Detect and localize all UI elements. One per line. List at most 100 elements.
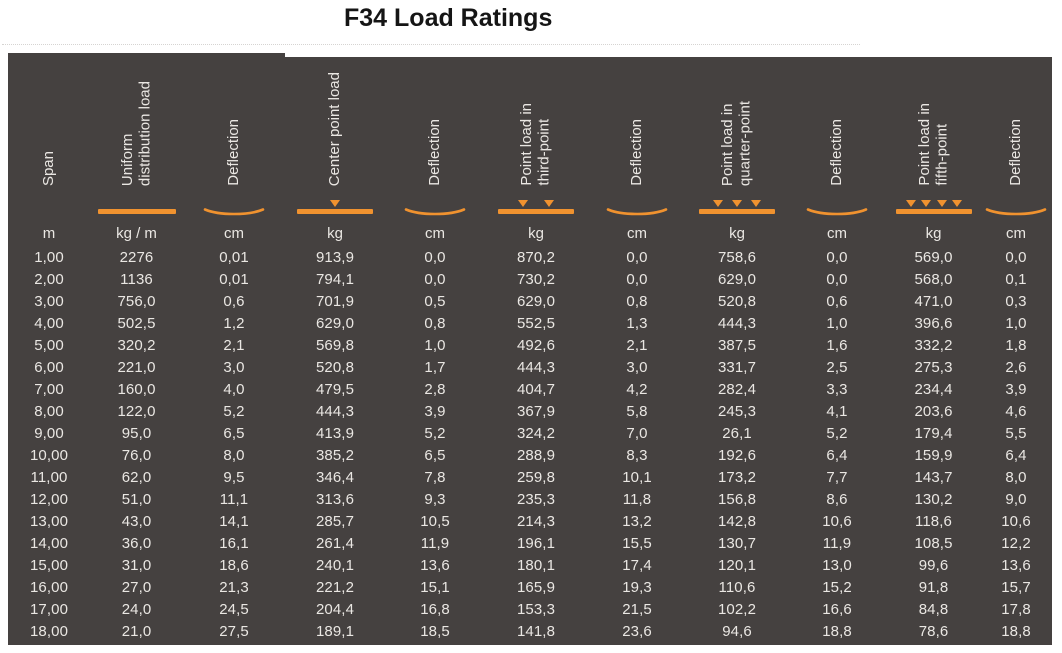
table-cell: 91,8 [918,578,949,596]
table-cell: 6,4 [826,446,848,464]
table-cell: 221,0 [117,358,156,376]
column-header-deflection-1: Deflection [183,57,285,193]
table-cell: 5,2 [826,424,848,442]
table-cell: 2,1 [223,336,245,354]
table-cell: 520,8 [315,358,355,376]
table-cell: 76,0 [121,446,152,464]
table-cell: 282,4 [717,380,757,398]
table-cell: 221,2 [315,578,355,596]
table-cell: 21,5 [622,600,652,618]
table-cell: 18,6 [219,556,249,574]
unit-label: cm [627,224,647,242]
table-cell: 15,2 [822,578,852,596]
table-cell: 5,2 [223,402,245,420]
table-cell: 13,0 [822,556,852,574]
table-cell: 0,5 [424,292,446,310]
column-label: Uniform distribution load [118,80,154,186]
table-cell: 1,00 [34,248,64,266]
table-cell: 320,2 [117,336,156,354]
table-cell: 0,0 [826,248,848,266]
table-row: 7,00 160,0 4,0 479,5 2,8 404,7 4,2 282,4 3,3 234,… [8,378,1052,400]
table-cell: 11,1 [219,490,249,508]
table-cell: 0,0 [626,270,648,288]
table-cell: 43,0 [121,512,152,530]
table-cell: 204,4 [315,600,355,618]
table-cell: 444,3 [315,402,355,420]
table-cell: 245,3 [717,402,757,420]
column-header-deflection-4: Deflection [787,57,887,193]
header-label-row: Span Uniform distribution load Deflectio… [8,57,1052,193]
table-cell: 629,0 [516,292,556,310]
table-cell: 159,9 [914,446,953,464]
unit-label: cm [425,224,445,242]
table-cell: 62,0 [121,468,152,486]
table-cell: 156,8 [717,490,757,508]
table-cell: 385,2 [315,446,355,464]
table-cell: 8,3 [626,446,648,464]
table-cell: 2,5 [826,358,848,376]
table-cell: 629,0 [315,314,355,332]
unit-label: kg / m [116,224,157,242]
table-cell: 120,1 [717,556,757,574]
table-cell: 24,0 [121,600,152,618]
table-cell: 235,3 [516,490,556,508]
column-label: Deflection [225,119,243,186]
table-cell: 17,8 [1001,600,1031,618]
fifth-point-load-icon [895,199,972,214]
table-cell: 203,6 [914,402,953,420]
column-header-uniform-load: Uniform distribution load [90,57,183,193]
column-header-deflection-5: Deflection [980,57,1052,193]
table-cell: 0,6 [826,292,848,310]
table-cell: 14,00 [29,534,69,552]
table-cell: 288,9 [516,446,556,464]
table-cell: 160,0 [117,380,156,398]
table-row: 3,00 756,0 0,6 701,9 0,5 629,0 0,8 520,8 0,6 471,… [8,290,1052,312]
unit-label: kg [729,224,745,242]
unit-label: kg [528,224,544,242]
column-header-deflection-3: Deflection [587,57,687,193]
table-cell: 1,7 [424,358,446,376]
table-cell: 367,9 [516,402,556,420]
table-cell: 332,2 [914,336,953,354]
table-cell: 552,5 [516,314,556,332]
table-cell: 179,4 [914,424,953,442]
table-cell: 4,2 [626,380,648,398]
table-cell: 0,0 [1005,248,1027,266]
table-cell: 21,3 [219,578,249,596]
table-row: 4,00 502,5 1,2 629,0 0,8 552,5 1,3 444,3 1,0 396,… [8,312,1052,334]
table-cell: 8,0 [223,446,245,464]
table-row: 8,00 122,0 5,2 444,3 3,9 367,9 5,8 245,3 4,1 203,… [8,400,1052,422]
center-point-load-icon [297,199,373,214]
column-label: Point load in third-point [518,103,553,186]
table-cell: 7,7 [826,468,848,486]
table-cell: 0,01 [219,270,249,288]
table-cell: 153,3 [516,600,556,618]
table-cell: 701,9 [315,292,355,310]
table-cell: 758,6 [717,248,757,266]
table-cell: 0,0 [424,248,446,266]
table-row: 5,00 320,2 2,1 569,8 1,0 492,6 2,1 387,5 1,6 332,… [8,334,1052,356]
table-cell: 502,5 [117,314,156,332]
table-row: 1,00 2276 0,01 913,9 0,0 870,2 0,0 758,6 0,0 569,… [8,246,1052,268]
table-cell: 324,2 [516,424,556,442]
table-cell: 78,6 [918,622,949,640]
data-table: Span Uniform distribution load Deflectio… [8,57,1052,642]
table-cell: 3,0 [626,358,648,376]
table-cell: 0,0 [626,248,648,266]
unit-label: kg [925,224,942,242]
table-cell: 413,9 [315,424,355,442]
table-cell: 14,1 [219,512,249,530]
table-row: 12,00 51,0 11,1 313,6 9,3 235,3 11,8 156,8 8,6 13… [8,488,1052,510]
table-cell: 4,0 [223,380,245,398]
table-cell: 122,0 [117,402,156,420]
table-cell: 3,0 [223,358,245,376]
table-cell: 285,7 [315,512,355,530]
table-row: 9,00 95,0 6,5 413,9 5,2 324,2 7,0 26,1 5,2 179,4 5… [8,422,1052,444]
table-cell: 387,5 [717,336,757,354]
table-cell: 192,6 [717,446,757,464]
table-cell: 404,7 [516,380,556,398]
table-cell: 110,6 [718,578,756,596]
table-body: 1,00 2276 0,01 913,9 0,0 870,2 0,0 758,6 0,0 569,… [8,246,1052,642]
table-row: 6,00 221,0 3,0 520,8 1,7 444,3 3,0 331,7 2,5 275,… [8,356,1052,378]
table-cell: 18,00 [29,622,69,640]
